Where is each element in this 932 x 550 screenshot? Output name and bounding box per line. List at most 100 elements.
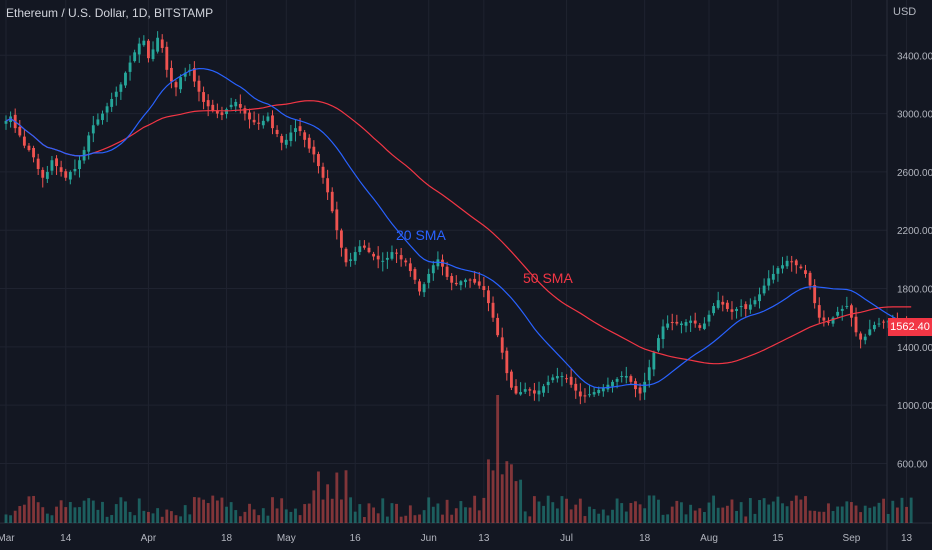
volume-bar [156, 508, 160, 523]
candle-body [684, 322, 688, 326]
volume-bar [574, 504, 578, 523]
candle-body [307, 137, 311, 149]
volume-bar [859, 512, 863, 523]
volume-bar [68, 502, 72, 523]
volume-bar [496, 395, 500, 523]
y-tick-label: 1000.00 [897, 401, 932, 412]
x-tick-label: Mar [0, 533, 15, 544]
candle-body [840, 308, 844, 311]
candle-body [519, 392, 523, 395]
volume-bar [202, 499, 205, 523]
x-tick-label: 16 [350, 533, 362, 544]
candle-body [790, 261, 794, 263]
candle-body [87, 135, 91, 152]
moving-averages [5, 67, 912, 389]
volume-bar [822, 511, 826, 523]
volume-bar [785, 506, 789, 523]
volume-bar [206, 503, 210, 523]
volume-bar [188, 514, 192, 523]
volume-bar [854, 505, 858, 523]
candle-body [211, 104, 215, 111]
candle-body [234, 101, 238, 107]
candle-body [137, 43, 141, 55]
candle-body [367, 247, 371, 253]
candle-body [312, 146, 316, 155]
volume-bar [160, 516, 164, 523]
volume-bar [454, 508, 458, 523]
candle-body [358, 246, 362, 252]
candle-body [257, 122, 261, 124]
volume-bar [725, 505, 729, 523]
volume-bar [22, 504, 26, 523]
candle-body [427, 273, 431, 283]
candle-body [339, 230, 343, 248]
candle-body [215, 110, 219, 114]
volume-bar [661, 514, 665, 523]
volume-bar [229, 502, 233, 523]
candle-body [514, 386, 518, 394]
candle-body [863, 336, 867, 341]
candle-body [725, 302, 729, 309]
volume-bar [850, 502, 853, 523]
candle-body [721, 301, 725, 305]
volume-bar [27, 496, 31, 523]
candle-body [119, 84, 123, 92]
x-tick-label: 13 [478, 533, 490, 544]
volume-bar [707, 502, 711, 523]
volume-bar [840, 506, 844, 523]
volume-bar [505, 461, 509, 523]
candle-body [565, 378, 568, 380]
candle-body [266, 116, 270, 121]
volume-bar [9, 515, 13, 523]
volume-bar [376, 513, 380, 523]
candle-body [156, 37, 160, 52]
volume-bar [845, 501, 849, 523]
candle-body [114, 91, 118, 97]
volume-bar [758, 500, 761, 523]
volume-bar [317, 471, 320, 523]
candle-body [32, 147, 35, 158]
volume-bar [652, 495, 656, 523]
volume-bar [261, 508, 265, 523]
volume-bar [91, 500, 95, 523]
candle-body [45, 171, 49, 179]
volume-bar [767, 504, 771, 523]
candle-body [4, 120, 8, 124]
candle-body [376, 255, 380, 260]
candle-body [546, 381, 550, 386]
volume-bar [105, 516, 109, 523]
volume-bar [569, 509, 573, 523]
candle-body [202, 92, 205, 102]
volume-bar [427, 497, 431, 523]
candle-body [496, 317, 500, 336]
volume-bar [560, 496, 564, 523]
sma20-line [5, 67, 912, 389]
candle-body [804, 270, 807, 274]
candle-body [882, 321, 886, 323]
candle-body [735, 308, 738, 312]
candle-body [877, 323, 881, 325]
volume-bar [413, 515, 417, 523]
volume-bar [670, 506, 674, 523]
volume-bar [312, 490, 316, 523]
candle-body [165, 46, 169, 70]
x-tick-label: 15 [772, 533, 784, 544]
candle-body [349, 259, 353, 261]
candle-body [753, 300, 757, 305]
volume-bar [657, 499, 660, 523]
volume-bar [790, 500, 794, 523]
volume-bar [647, 495, 651, 523]
candle-body [487, 290, 490, 304]
candle-body [601, 387, 605, 392]
volume-bar [827, 503, 830, 523]
candle-body [50, 160, 54, 171]
volume-bar [367, 503, 371, 523]
volume-bar [13, 510, 17, 523]
candle-body [670, 322, 674, 324]
x-tick-label: Jun [421, 533, 437, 544]
volume-bar [390, 503, 394, 523]
volume-bar [165, 509, 169, 523]
volume-bar [891, 500, 895, 523]
